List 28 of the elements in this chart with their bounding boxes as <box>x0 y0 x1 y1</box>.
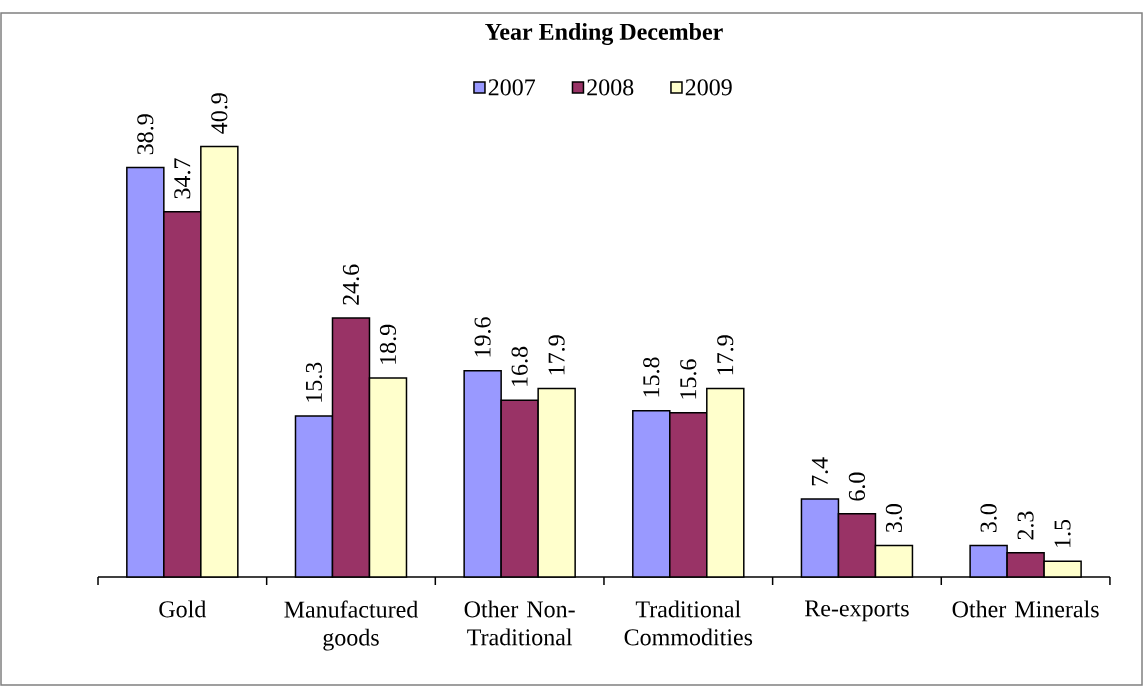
x-tick-label: Other Minerals <box>952 600 1099 618</box>
data-label: 7.4 <box>811 457 829 486</box>
data-label: 6.0 <box>848 472 866 501</box>
x-tick-label: Manufactured goods <box>284 600 418 651</box>
data-label: 3.0 <box>980 504 997 533</box>
x-tick-label: Other Non-Traditional <box>464 600 575 646</box>
legend-label: 2007 <box>488 79 536 96</box>
data-label: 24.6 <box>342 264 360 305</box>
x-tick-label: Re-exports <box>804 600 909 622</box>
x-tick-label: Gold <box>159 600 207 618</box>
data-label: 19.6 <box>474 317 491 357</box>
data-label: 16.8 <box>511 346 528 386</box>
data-label: 38.9 <box>137 114 154 155</box>
data-label: 1.5 <box>1054 519 1071 547</box>
x-tick-label: Traditional Commodities <box>624 600 753 646</box>
legend-label: 2008 <box>587 79 634 96</box>
data-label: 17.9 <box>717 335 734 375</box>
data-label: 15.6 <box>680 359 697 399</box>
data-label: 18.9 <box>379 324 397 364</box>
data-label: 3.0 <box>885 504 903 533</box>
data-label: 34.7 <box>174 158 191 199</box>
data-label: 15.3 <box>305 362 323 402</box>
data-label: 40.9 <box>211 93 228 134</box>
legend-label: 2009 <box>685 79 732 96</box>
data-label: 17.9 <box>548 335 565 375</box>
data-label: 2.3 <box>1017 511 1034 540</box>
chart-title: Year Ending December <box>485 23 723 45</box>
data-label: 15.8 <box>643 357 660 397</box>
